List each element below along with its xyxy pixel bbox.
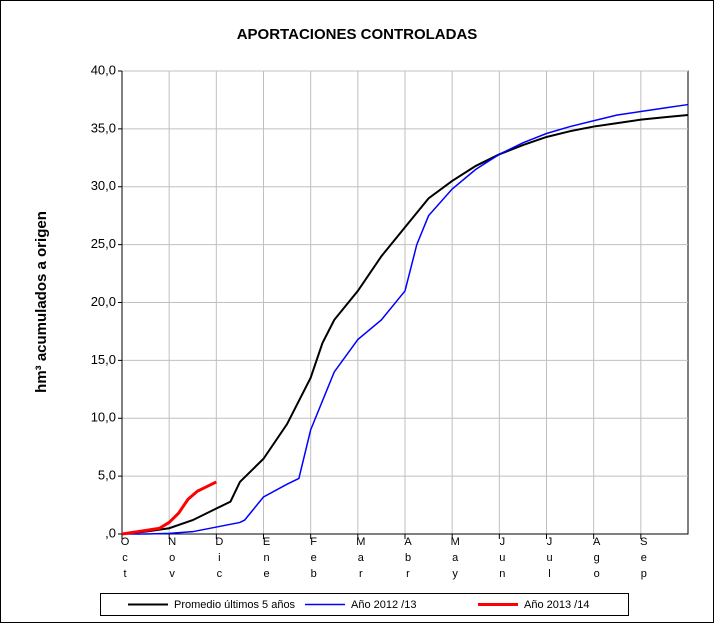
- legend-label: Año 2012 /13: [351, 599, 416, 611]
- y-tick-label: 10,0: [91, 410, 116, 425]
- y-tick-label: 35,0: [91, 120, 116, 135]
- legend: [100, 593, 629, 616]
- chart-title: APORTACIONES CONTROLADAS: [237, 26, 478, 43]
- legend-label: Año 2013 /14: [524, 599, 589, 611]
- y-tick-label: 15,0: [91, 352, 116, 367]
- y-tick-label: 5,0: [98, 468, 116, 483]
- y-tick-label: 25,0: [91, 236, 116, 251]
- series-line: [122, 103, 689, 535]
- y-axis-label: hm³ acumulados a origen: [33, 211, 50, 393]
- series-line: [121, 113, 689, 535]
- y-tick-label: 30,0: [91, 178, 116, 193]
- y-tick-label: 20,0: [91, 294, 116, 309]
- legend-label: Promedio últimos 5 años: [174, 599, 296, 611]
- y-tick-label: ,0: [105, 525, 116, 540]
- y-tick-label: 40,0: [91, 62, 116, 77]
- series-line: [121, 480, 217, 536]
